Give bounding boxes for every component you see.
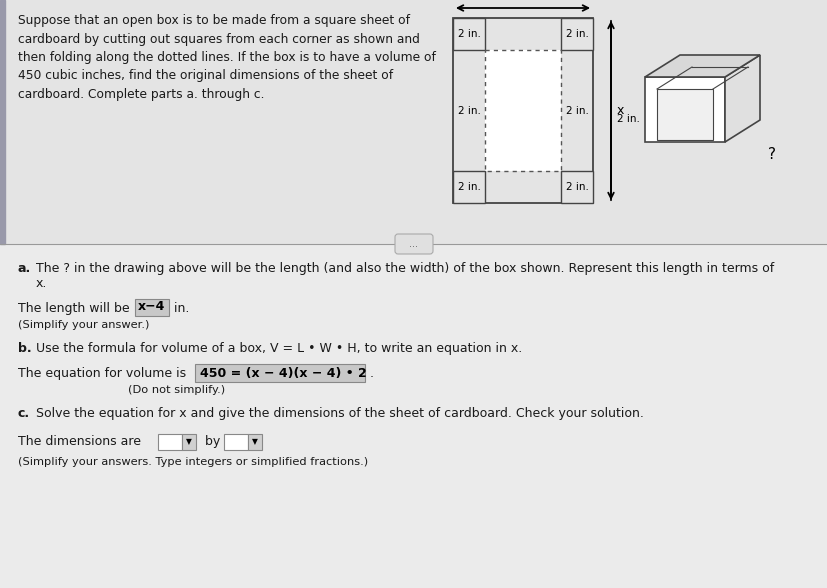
Polygon shape: [656, 89, 712, 140]
Text: Use the formula for volume of a box, V = L • W • H, to write an equation in x.: Use the formula for volume of a box, V =…: [36, 342, 522, 355]
Text: ▼: ▼: [251, 437, 258, 446]
Text: 450 = (x − 4)(x − 4) • 2: 450 = (x − 4)(x − 4) • 2: [200, 366, 366, 379]
Text: (Do not simplify.): (Do not simplify.): [128, 385, 225, 395]
Text: 2 in.: 2 in.: [457, 105, 480, 115]
Bar: [452, 18, 485, 50]
Text: The length will be: The length will be: [18, 302, 133, 315]
Text: c.: c.: [18, 407, 30, 420]
Text: by: by: [201, 435, 224, 448]
Bar: [452, 18, 592, 203]
Text: 2 in.: 2 in.: [457, 182, 480, 192]
Polygon shape: [724, 55, 759, 142]
Text: (Simplify your answers. Type integers or simplified fractions.): (Simplify your answers. Type integers or…: [18, 457, 368, 467]
Polygon shape: [644, 77, 724, 142]
Bar: [182, 434, 196, 450]
Text: 2 in.: 2 in.: [616, 115, 639, 125]
Bar: [452, 171, 485, 203]
Text: a.: a.: [18, 262, 31, 275]
Bar: [485, 50, 561, 171]
Text: ▼: ▼: [186, 437, 192, 446]
Text: Solve the equation for x and give the dimensions of the sheet of cardboard. Chec: Solve the equation for x and give the di…: [36, 407, 643, 420]
Text: ...: ...: [409, 239, 418, 249]
Bar: [561, 171, 592, 203]
Bar: [224, 434, 248, 450]
Bar: [0, 0, 5, 244]
Text: x−4: x−4: [138, 300, 165, 313]
Text: ?: ?: [767, 147, 775, 162]
Bar: [0, 244, 827, 588]
Text: 450 cubic inches, find the original dimensions of the sheet of: 450 cubic inches, find the original dime…: [18, 69, 393, 82]
Bar: [561, 18, 592, 50]
Text: x.: x.: [36, 277, 47, 290]
Text: 2 in.: 2 in.: [565, 105, 588, 115]
Text: The dimensions are: The dimensions are: [18, 435, 145, 448]
FancyBboxPatch shape: [195, 364, 365, 382]
FancyBboxPatch shape: [135, 299, 169, 316]
Text: cardboard by cutting out squares from each corner as shown and: cardboard by cutting out squares from ea…: [18, 32, 419, 45]
Text: Suppose that an open box is to be made from a square sheet of: Suppose that an open box is to be made f…: [18, 14, 409, 27]
Text: 2 in.: 2 in.: [457, 29, 480, 39]
Bar: [248, 434, 261, 450]
Text: (Simplify your answer.): (Simplify your answer.): [18, 320, 149, 330]
Text: The equation for volume is: The equation for volume is: [18, 367, 190, 380]
Bar: [485, 50, 561, 171]
FancyBboxPatch shape: [394, 234, 433, 254]
Text: The ? in the drawing above will be the length (and also the width) of the box sh: The ? in the drawing above will be the l…: [36, 262, 773, 275]
Polygon shape: [644, 55, 759, 77]
Text: .: .: [366, 367, 374, 380]
Text: b.: b.: [18, 342, 31, 355]
Text: then folding along the dotted lines. If the box is to have a volume of: then folding along the dotted lines. If …: [18, 51, 435, 64]
Bar: [158, 434, 182, 450]
Bar: [0, 0, 827, 244]
Text: 2 in.: 2 in.: [565, 29, 588, 39]
Text: in.: in.: [170, 302, 189, 315]
Text: 2 in.: 2 in.: [565, 182, 588, 192]
Text: cardboard. Complete parts a. through c.: cardboard. Complete parts a. through c.: [18, 88, 264, 101]
Text: x: x: [616, 104, 624, 117]
